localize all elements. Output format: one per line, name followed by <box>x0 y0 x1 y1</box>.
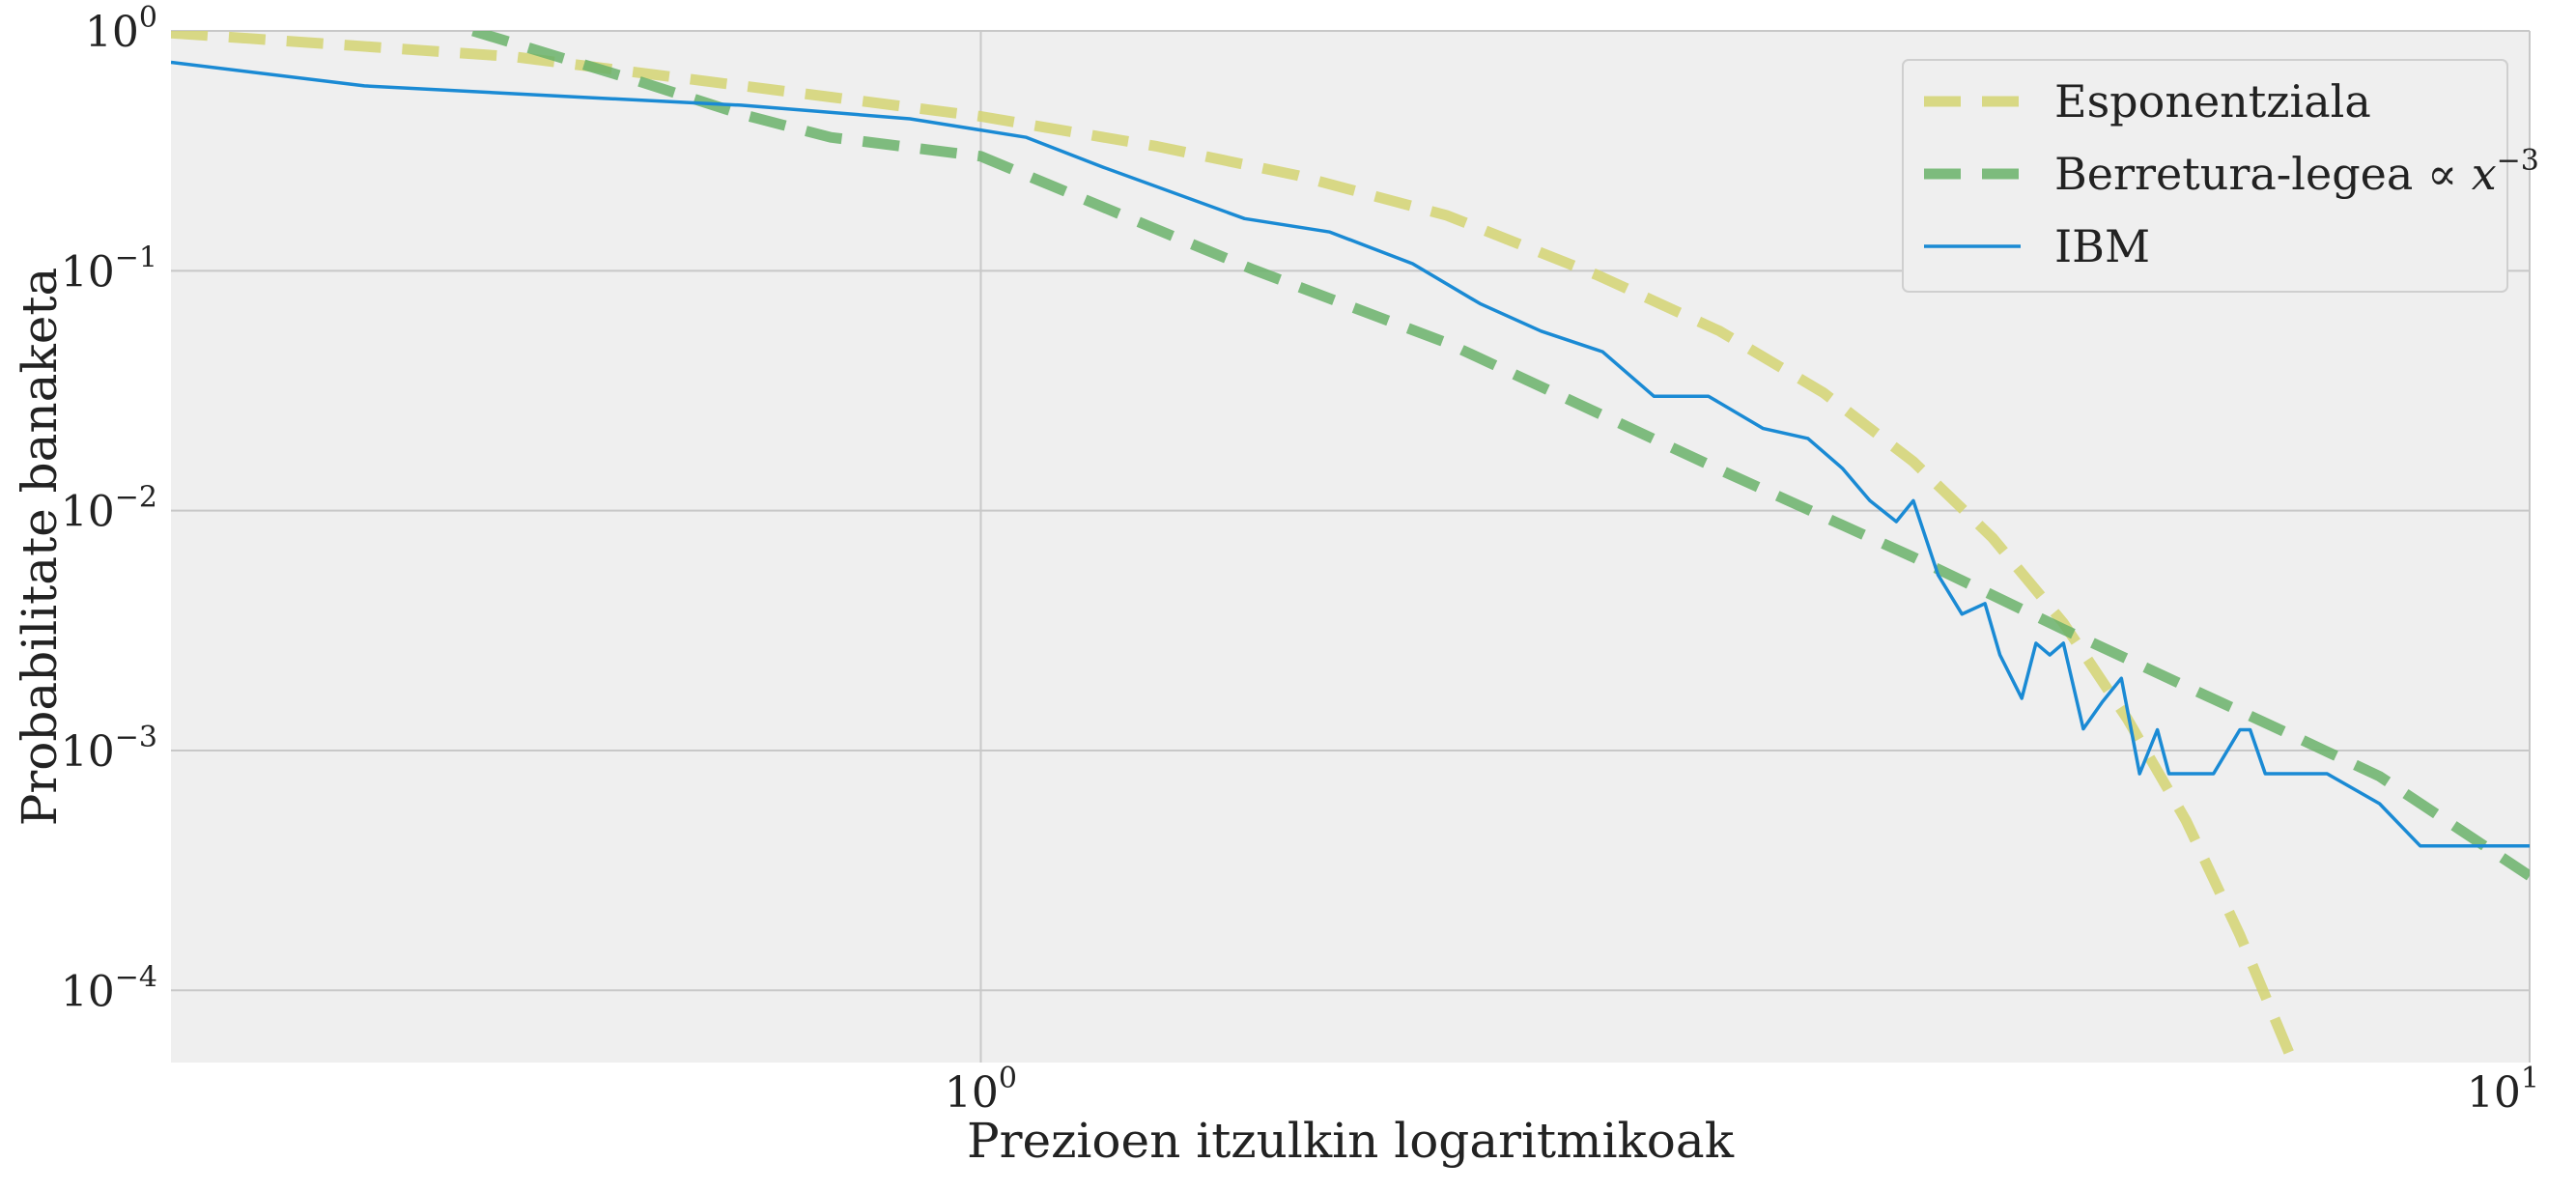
y-tick-label: 10−3 <box>61 721 157 777</box>
y-axis-title: Probabilitate banaketa <box>12 268 68 827</box>
legend-entry-label: Esponentziala <box>2054 75 2371 128</box>
y-tick-label: 100 <box>85 1 157 57</box>
y-tick-label: 10−1 <box>61 241 157 297</box>
x-tick-label: 101 <box>2467 1062 2539 1118</box>
legend-entry-label: Berretura-legea ∝ x−3 <box>2054 144 2539 200</box>
y-tick-label: 10−2 <box>61 481 157 537</box>
x-axis-title: Prezioen itzulkin logaritmikoak <box>967 1113 1735 1169</box>
y-tick-label: 10−4 <box>61 960 157 1016</box>
legend-entry-label: IBM <box>2054 220 2150 272</box>
legend: Esponentziala Berretura-legea ∝ x−3 IBM <box>1903 60 2539 292</box>
x-tick-label: 100 <box>945 1062 1017 1118</box>
